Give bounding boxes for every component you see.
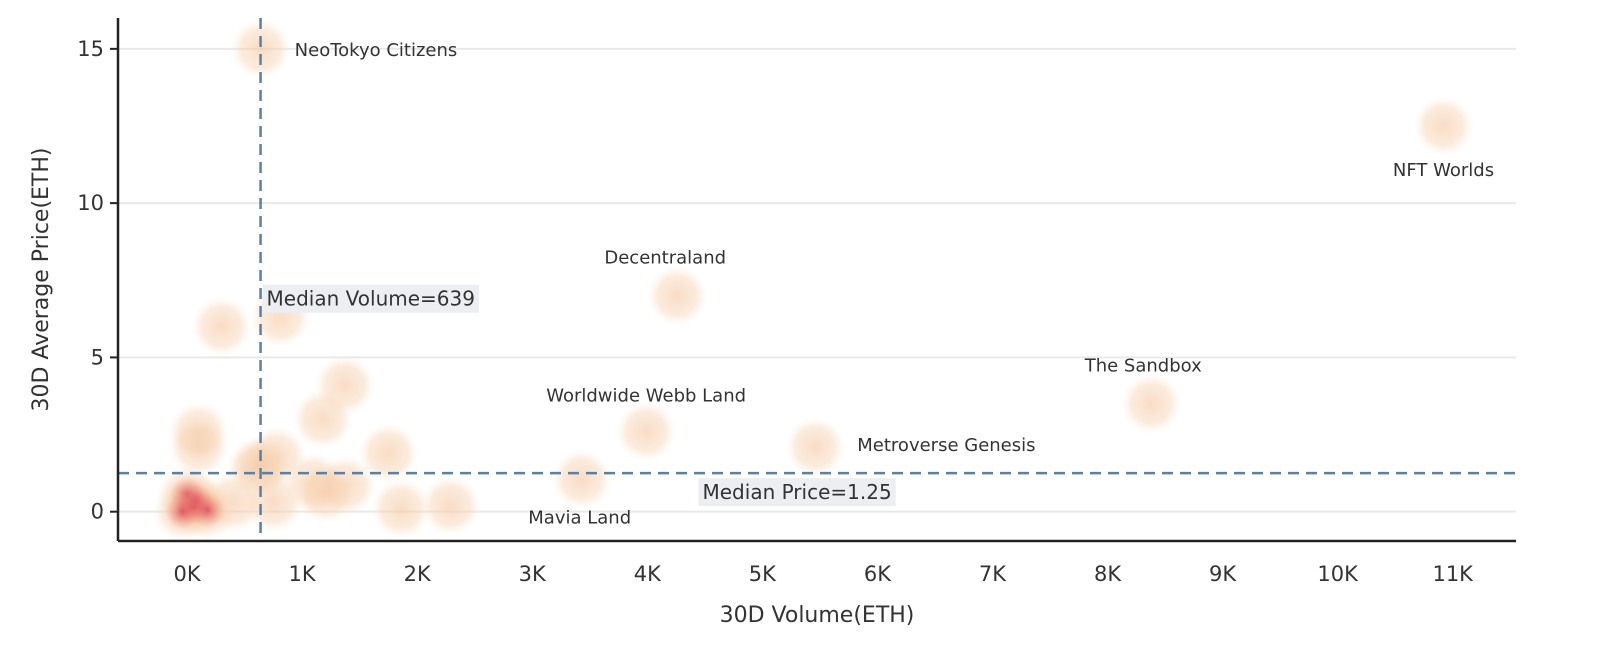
- median-annotations: Median Volume=639 Median Price=1.25: [262, 284, 896, 507]
- data-point: [785, 416, 846, 477]
- median-lines: [118, 18, 1516, 541]
- median-price-annotation: Median Price=1.25: [698, 478, 896, 507]
- x-tick-label: 0K: [173, 562, 201, 586]
- x-tick-label: 7K: [979, 562, 1007, 586]
- y-tick-label: 15: [77, 37, 104, 61]
- point-label: NeoTokyo Citizens: [295, 40, 458, 61]
- density-core: [164, 493, 201, 530]
- point-label: Metroverse Genesis: [857, 435, 1035, 456]
- point-labels: NeoTokyo Citizens NFT Worlds Decentraland T…: [295, 40, 1494, 528]
- data-point: [551, 449, 612, 510]
- point-label: The Sandbox: [1084, 356, 1202, 377]
- x-tick-label: 1K: [289, 562, 317, 586]
- x-tick-label: 3K: [519, 562, 547, 586]
- data-point: [168, 416, 229, 477]
- median-volume-annotation: Median Volume=639: [262, 284, 479, 313]
- x-tick-label: 5K: [749, 562, 777, 586]
- data-point: [1121, 373, 1182, 434]
- point-label: Decentraland: [604, 248, 726, 269]
- x-tick-label: 2K: [404, 562, 432, 586]
- median-price-annotation-background: [698, 478, 896, 507]
- median-volume-annotation-text: Median Volume=639: [267, 287, 475, 311]
- x-tick-label: 8K: [1094, 562, 1122, 586]
- x-tick-label: 10K: [1317, 562, 1359, 586]
- x-tick-label: 9K: [1209, 562, 1237, 586]
- data-point: [647, 265, 708, 326]
- point-label: Worldwide Webb Land: [546, 385, 746, 406]
- data-point: [1413, 95, 1474, 156]
- point-label: Mavia Land: [528, 507, 631, 528]
- median-volume-annotation-background: [262, 284, 479, 313]
- x-tick-label: 6K: [864, 562, 892, 586]
- x-axis-title: 30D Volume(ETH): [720, 603, 915, 628]
- x-tick-label: 4K: [634, 562, 662, 586]
- y-tick-label: 5: [91, 345, 104, 369]
- point-label: NFT Worlds: [1393, 160, 1494, 181]
- data-points: [152, 18, 1474, 542]
- y-tick-label: 10: [77, 191, 104, 215]
- data-point: [616, 401, 677, 462]
- data-point: [358, 423, 419, 484]
- data-point: [230, 18, 291, 79]
- data-point: [191, 296, 252, 357]
- data-point: [371, 478, 432, 539]
- axes: 0 5 10 15 0K 1K 2K 3K 4K 5K 6K 7K 8K 9K 10K 11K 30D Volu…: [29, 18, 1516, 628]
- y-axis-title: 30D Average Price(ETH): [29, 148, 54, 412]
- data-point: [292, 389, 353, 450]
- y-tick-label: 0: [91, 500, 104, 524]
- x-tick-label: 11K: [1432, 562, 1474, 586]
- median-price-annotation-text: Median Price=1.25: [703, 480, 892, 504]
- data-point: [295, 463, 356, 524]
- data-point: [420, 475, 481, 536]
